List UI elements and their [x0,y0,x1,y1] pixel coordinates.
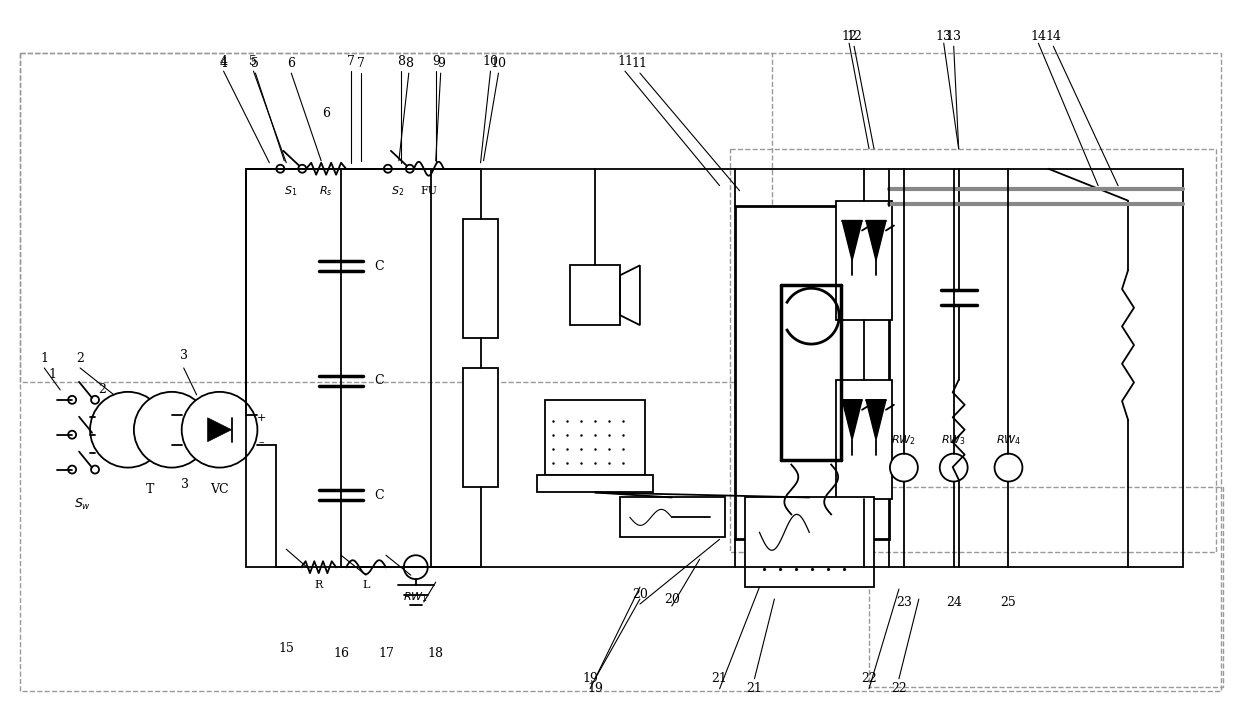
Circle shape [90,396,99,404]
Circle shape [68,431,76,439]
Text: 18: 18 [427,647,444,660]
Bar [538,475,653,493]
Bar [545,400,646,475]
Bar [462,219,498,338]
Circle shape [299,165,306,173]
Circle shape [90,465,99,473]
Circle shape [68,465,76,473]
Text: 21: 21 [747,682,762,695]
Text: 16: 16 [333,647,349,660]
Text: 1: 1 [48,369,56,381]
Text: 9: 9 [431,54,440,67]
Text: 2: 2 [98,384,107,397]
Bar [20,53,1220,690]
Text: +: + [256,413,266,423]
Text: VC: VC [211,483,229,496]
Text: $S_w$: $S_w$ [73,497,90,512]
Text: 11: 11 [632,57,648,70]
Polygon shape [866,400,886,440]
Bar [869,488,1223,687]
Text: 13: 13 [945,29,961,43]
Text: 24: 24 [945,596,961,609]
Text: 14: 14 [1031,29,1047,43]
Text: 6: 6 [322,108,330,120]
Text: 14: 14 [1046,29,1062,43]
Text: 22: 22 [861,673,877,685]
Text: 4: 4 [219,57,228,70]
Bar [20,53,772,382]
Circle shape [90,392,166,467]
Text: 13: 13 [935,29,952,43]
Text: 25: 25 [1001,596,1016,609]
Text: 19: 19 [587,682,603,695]
Text: 2: 2 [76,351,84,364]
Text: 10: 10 [491,57,507,70]
Text: 20: 20 [664,592,680,606]
Text: $S_2$: $S_2$ [392,184,404,198]
Polygon shape [843,400,862,440]
Text: 8: 8 [405,57,413,70]
Circle shape [134,392,209,467]
Text: 3: 3 [181,478,188,491]
Text: 1: 1 [40,351,48,364]
Bar [620,498,725,537]
Text: C: C [374,489,384,502]
Circle shape [890,454,918,482]
Bar [570,265,620,325]
Text: 7: 7 [347,54,356,67]
Bar [462,368,498,488]
Text: T: T [146,483,154,496]
Text: 22: 22 [891,682,907,695]
Bar [735,206,888,539]
Bar [745,498,873,587]
Text: R: R [315,580,323,590]
Text: 5: 5 [252,57,259,70]
Text: 11: 11 [617,54,633,67]
Text: 17: 17 [378,647,394,660]
Text: 12: 12 [841,29,857,43]
Text: L: L [362,580,369,590]
Text: 12: 12 [846,29,862,43]
Circle shape [68,396,76,404]
Text: 7: 7 [357,57,366,70]
Text: 4: 4 [219,54,228,67]
Circle shape [90,431,99,439]
Circle shape [995,454,1022,482]
Text: 5: 5 [249,54,258,67]
Text: C: C [374,374,384,387]
Text: 21: 21 [711,673,727,685]
Text: 15: 15 [279,642,294,655]
Bar [730,149,1215,552]
Text: 9: 9 [437,57,445,70]
Bar [836,380,892,500]
Text: $RW_3$: $RW_3$ [942,433,966,447]
Text: $RW_4$: $RW_4$ [996,433,1021,447]
Text: 23: 23 [896,596,912,609]
Bar [836,201,892,320]
Text: 20: 20 [632,588,648,601]
Text: 8: 8 [396,54,405,67]
Circle shape [182,392,258,467]
Text: 10: 10 [482,54,498,67]
Polygon shape [208,418,232,442]
Circle shape [276,165,284,173]
Text: C: C [374,260,384,273]
Polygon shape [843,221,862,260]
Text: 6: 6 [287,57,295,70]
Polygon shape [866,221,886,260]
Text: $S_1$: $S_1$ [284,184,297,198]
Text: $RW_2$: $RW_2$ [891,433,917,447]
Circle shape [404,555,427,579]
Text: –: – [259,437,264,447]
Circle shape [384,165,392,173]
Circle shape [406,165,414,173]
Text: 3: 3 [180,348,187,361]
Text: $RW_1$: $RW_1$ [404,590,429,604]
Text: $R_s$: $R_s$ [320,184,333,198]
Circle shape [939,454,968,482]
Text: 19: 19 [582,673,598,685]
Text: FU: FU [420,186,437,196]
